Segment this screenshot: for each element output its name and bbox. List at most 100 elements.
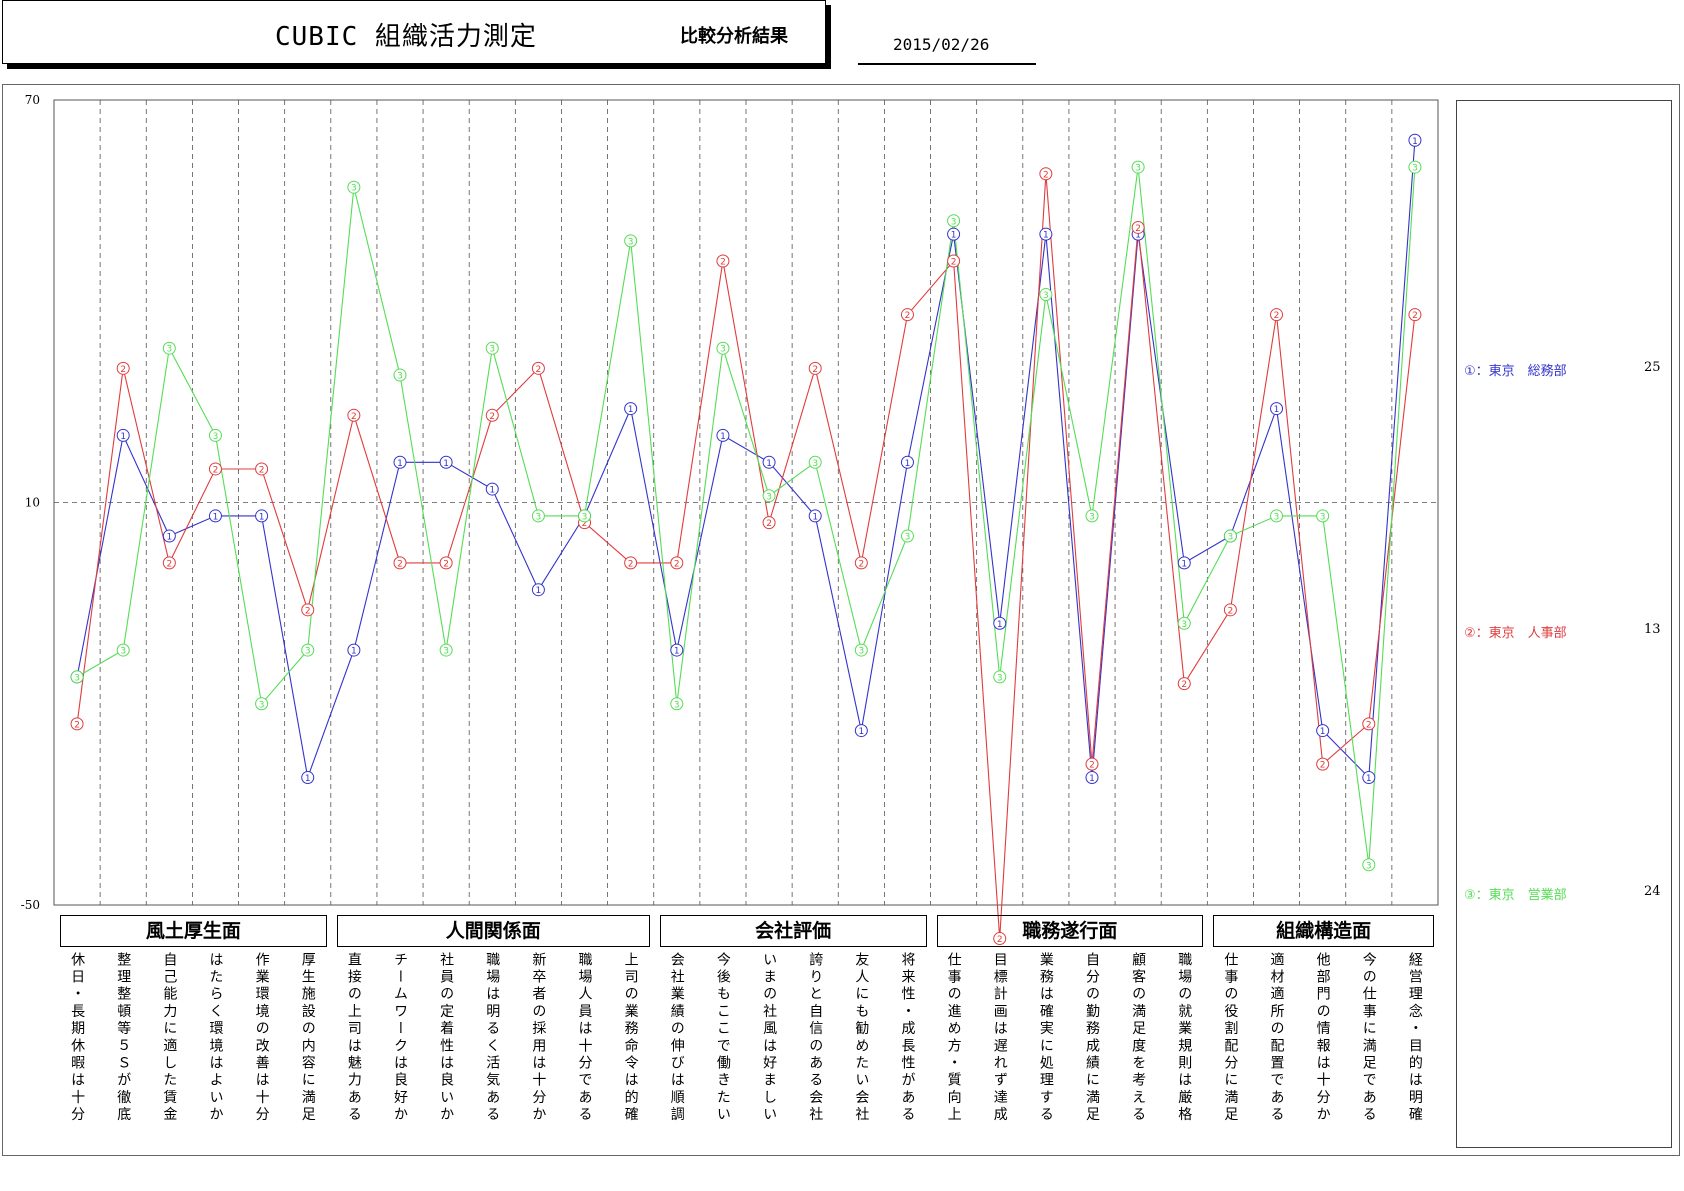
data-point	[1177, 556, 1191, 570]
data-point-label: 3	[166, 345, 172, 355]
data-point-label: 3	[1043, 291, 1049, 301]
data-point-label: 3	[812, 459, 818, 469]
x-axis-item-label: 仕事の進め方・質向上	[945, 952, 962, 1124]
data-point	[1270, 402, 1284, 416]
data-point-label: 2	[259, 465, 265, 475]
data-point-label: 2	[120, 365, 126, 375]
data-point	[531, 361, 545, 375]
x-axis-item-label: 職場人員は十分である	[576, 952, 593, 1124]
data-point-label: 3	[1366, 861, 1372, 871]
data-point-label: 1	[443, 459, 449, 469]
data-point-label: 2	[1274, 311, 1280, 321]
x-axis-item-label: いまの社風は好ましい	[761, 952, 778, 1124]
x-axis-item-label: 顧客の満足度を考える	[1130, 952, 1147, 1124]
data-point	[347, 408, 361, 422]
data-point-label: 3	[858, 647, 864, 657]
legend-count: 24	[1644, 883, 1661, 899]
data-point	[439, 643, 453, 657]
data-point	[116, 361, 130, 375]
data-point	[993, 670, 1007, 684]
data-point-label: 2	[351, 412, 357, 422]
x-axis-item-label: 適材適所の配置である	[1268, 952, 1285, 1124]
data-point-label: 2	[443, 559, 449, 569]
x-axis-item-label: 自分の勤務成績に満足	[1084, 952, 1100, 1124]
x-axis-item-label: 整理整頓等５Ｓが徹底	[115, 952, 132, 1124]
data-point	[1270, 509, 1284, 523]
data-point	[255, 462, 269, 476]
data-point	[1085, 509, 1099, 523]
data-point-label: 3	[1228, 533, 1234, 543]
x-axis-item-label: 経営理念・目的は明確	[1406, 952, 1423, 1124]
data-point	[1270, 308, 1284, 322]
data-point	[670, 556, 684, 570]
data-point-label: 1	[628, 405, 634, 415]
data-point	[1362, 771, 1376, 785]
data-point	[947, 227, 961, 241]
series-line	[76, 167, 1416, 865]
x-axis-item-label: 会社業績の伸びは順調	[668, 952, 685, 1124]
data-point-label: 3	[443, 647, 449, 657]
x-axis-item-label: はたらく環境はよいか	[207, 952, 224, 1124]
series-line	[76, 173, 1416, 939]
data-point	[1316, 757, 1330, 771]
data-point	[1039, 167, 1053, 181]
y-tick-label: 10	[25, 496, 40, 510]
x-axis-item-label: 厚生施設の内容に満足	[299, 952, 316, 1124]
data-point	[116, 643, 130, 657]
data-point-label: 2	[582, 519, 588, 529]
data-point-label: 1	[120, 432, 126, 442]
data-point-label: 2	[1135, 224, 1141, 234]
data-point-label: 2	[858, 559, 864, 569]
y-tick-label: 70	[25, 93, 40, 107]
x-axis-item-label: 直接の上司は魅力ある	[345, 952, 362, 1124]
data-point-label: 2	[766, 519, 772, 529]
data-point-label: 2	[1412, 311, 1418, 321]
page-subtitle: 比較分析結果	[680, 26, 788, 47]
title-box	[2, 0, 826, 64]
data-point-label: 3	[766, 492, 772, 502]
data-point-label: 1	[351, 647, 357, 657]
data-point	[1085, 771, 1099, 785]
data-point-label: 2	[213, 465, 219, 475]
data-point-label: 1	[858, 727, 864, 737]
report-date: 2015/02/26	[893, 35, 990, 54]
page-title: CUBIC 組織活力測定	[275, 22, 537, 52]
data-point-label: 1	[1274, 405, 1280, 415]
data-point-label: 3	[213, 432, 219, 442]
data-point-label: 1	[1366, 774, 1372, 784]
data-point	[116, 428, 130, 442]
main-frame	[2, 84, 1680, 1156]
data-point-label: 2	[166, 559, 172, 569]
data-point-label: 1	[951, 231, 957, 241]
data-point	[1177, 616, 1191, 630]
data-point-label: 3	[1412, 164, 1418, 174]
data-point-label: 3	[120, 647, 126, 657]
data-point-label: 1	[1135, 231, 1141, 241]
data-point-label: 2	[1089, 761, 1095, 771]
data-point-label: 3	[905, 533, 911, 543]
data-point-label: 2	[536, 365, 542, 375]
data-point	[762, 455, 776, 469]
legend-count: 25	[1644, 360, 1661, 376]
data-point	[393, 368, 407, 382]
data-point-label: 3	[582, 512, 588, 522]
data-point	[347, 180, 361, 194]
data-point-label: 2	[1366, 720, 1372, 730]
data-point	[993, 616, 1007, 630]
data-point	[624, 402, 638, 416]
data-point-label: 1	[305, 774, 311, 784]
legend-box	[1456, 100, 1672, 1148]
data-point	[301, 771, 315, 785]
data-point	[716, 254, 730, 268]
data-point-label: 2	[720, 258, 726, 268]
data-point-label: 1	[905, 459, 911, 469]
data-point-label: 3	[720, 345, 726, 355]
data-point	[1177, 677, 1191, 691]
data-point-label: 1	[213, 512, 219, 522]
data-point-label: 3	[536, 512, 542, 522]
data-point-label: 2	[812, 365, 818, 375]
data-point-label: 1	[674, 647, 680, 657]
category-group-header: 組織構造面	[1213, 915, 1434, 947]
x-axis-item-label: 今後もここで働きたい	[714, 952, 731, 1124]
